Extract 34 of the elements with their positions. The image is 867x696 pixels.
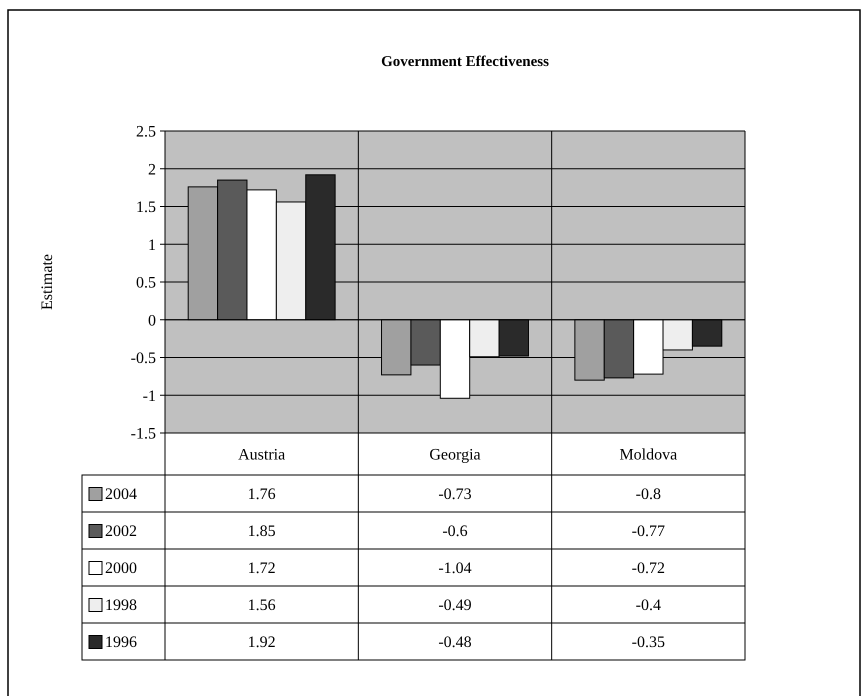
y-tick-label: 0.5 [136, 274, 156, 292]
x-tick-label: Georgia [429, 446, 481, 464]
x-tick-label: Moldova [619, 446, 678, 464]
data-label: -0.4 [636, 597, 661, 614]
legend-label: 2000 [105, 560, 137, 578]
y-tick-label: 0 [148, 312, 156, 330]
data-label: 1.76 [248, 486, 276, 504]
y-tick-label: -1.5 [130, 426, 156, 443]
data-label: -0.49 [438, 597, 472, 614]
data-label: 1.92 [248, 634, 276, 652]
data-label: 1.56 [248, 597, 276, 614]
data-label: -0.48 [438, 634, 472, 652]
y-axis-title: Estimate [39, 254, 56, 310]
data-label: -0.73 [438, 486, 472, 504]
chart-title: Government Effectiveness [381, 54, 550, 70]
data-label: 1.85 [248, 523, 276, 540]
legend-label: 1996 [105, 634, 137, 652]
y-tick-label: -0.5 [130, 350, 156, 368]
x-tick-label: Austria [238, 446, 286, 464]
data-label: -0.72 [632, 560, 665, 578]
legend-label: 2004 [105, 486, 137, 504]
data-label: -1.04 [438, 560, 472, 578]
legend-label: 1998 [105, 597, 137, 614]
y-tick-label: 1.5 [136, 199, 156, 216]
data-label: -0.6 [442, 523, 468, 540]
data-label: -0.35 [632, 634, 665, 652]
data-label: 1.72 [248, 560, 276, 578]
legend-label: 2002 [105, 523, 137, 540]
data-label: -0.77 [632, 523, 665, 540]
data-label: -0.8 [636, 486, 661, 504]
y-tick-label: 2 [148, 161, 156, 178]
y-tick-label: 2.5 [136, 124, 156, 141]
y-tick-label: -1 [142, 388, 156, 405]
y-tick-label: 1 [148, 236, 156, 254]
